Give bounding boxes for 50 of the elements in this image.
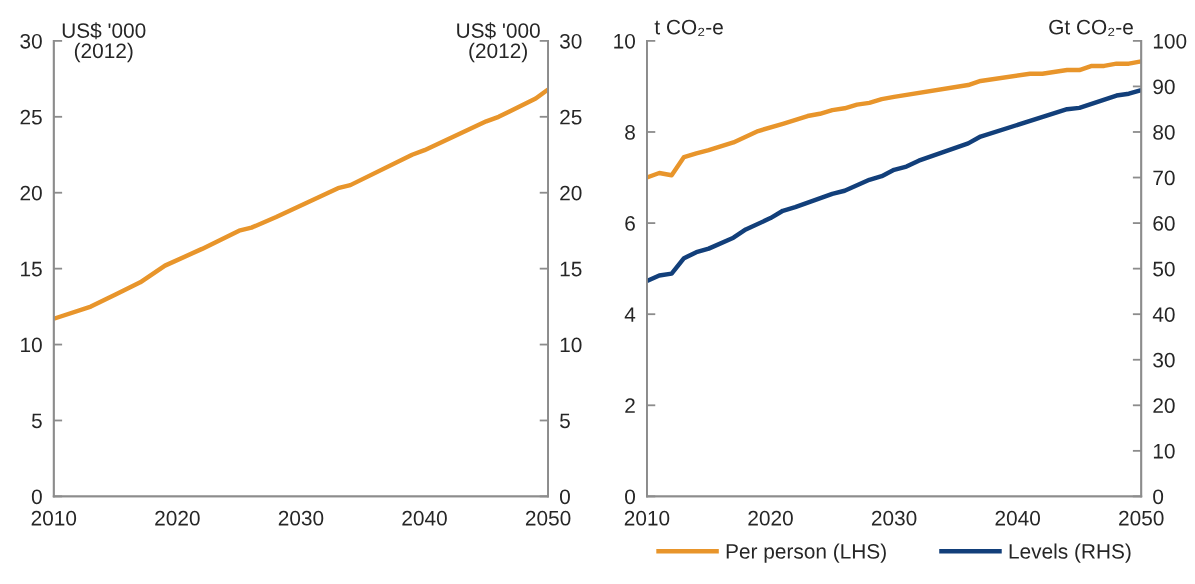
line-series: [646, 59, 1142, 180]
legend-label: Per person (LHS): [726, 543, 886, 563]
y2-tick-label: 50: [1153, 261, 1175, 277]
y-tick-label: 4: [624, 307, 636, 322]
y2-tick-label: 70: [1153, 170, 1175, 186]
y2-tick-label: 10: [1153, 443, 1175, 459]
y2-axis-title: US$ '000 (2012): [457, 22, 540, 63]
line-series: [646, 87, 1142, 284]
y-tick-label: 0: [31, 489, 42, 505]
x-tick-label: 2050: [525, 510, 571, 526]
x-tick-label: 2010: [624, 510, 670, 526]
y2-tick-label: 15: [560, 261, 582, 277]
y2-tick-label: 20: [1153, 398, 1175, 414]
y2-tick-label: 25: [560, 109, 582, 125]
y2-tick-label: 0: [560, 489, 570, 505]
y-axis-title: US$ '000 (2012): [62, 22, 146, 63]
y-tick-label: 15: [21, 261, 42, 277]
y2-tick-label: 80: [1153, 124, 1175, 140]
x-tick-label: 2030: [278, 510, 324, 526]
y2-tick-label: 60: [1153, 216, 1175, 231]
y-tick-label: 8: [625, 124, 635, 140]
y2-tick-label: 5: [560, 413, 570, 429]
line-series: [53, 87, 549, 321]
legend-label: Levels (RHS): [1009, 543, 1131, 563]
y2-axis-title: Gt CO₂-e: [1049, 19, 1133, 37]
y2-tick-label: 30: [1153, 352, 1175, 368]
y2-tick-label: 100: [1153, 33, 1187, 49]
y-tick-label: 10: [614, 33, 636, 49]
y-tick-label: 2: [625, 398, 635, 413]
y-tick-label: 30: [20, 33, 42, 49]
x-tick-label: 2010: [31, 510, 77, 526]
x-tick-label: 2040: [402, 510, 447, 526]
y2-tick-label: 10: [560, 337, 582, 353]
y-axis-title: t CO₂-e: [654, 19, 723, 37]
y-tick-label: 25: [20, 109, 42, 125]
y2-tick-label: 0: [1153, 489, 1164, 505]
x-tick-label: 2050: [1119, 510, 1164, 526]
x-tick-label: 2030: [871, 510, 917, 526]
y2-tick-label: 90: [1153, 79, 1175, 95]
y-tick-label: 5: [31, 413, 42, 429]
y-tick-label: 20: [20, 185, 42, 201]
y2-tick-label: 40: [1152, 307, 1175, 322]
y2-tick-label: 30: [559, 33, 582, 49]
y-tick-label: 6: [625, 216, 635, 231]
y-tick-label: 0: [625, 489, 635, 505]
y2-tick-label: 20: [560, 185, 582, 201]
y-tick-label: 10: [21, 337, 42, 353]
x-tick-label: 2020: [155, 510, 200, 526]
x-tick-label: 2040: [995, 510, 1041, 526]
x-tick-label: 2020: [748, 510, 793, 526]
